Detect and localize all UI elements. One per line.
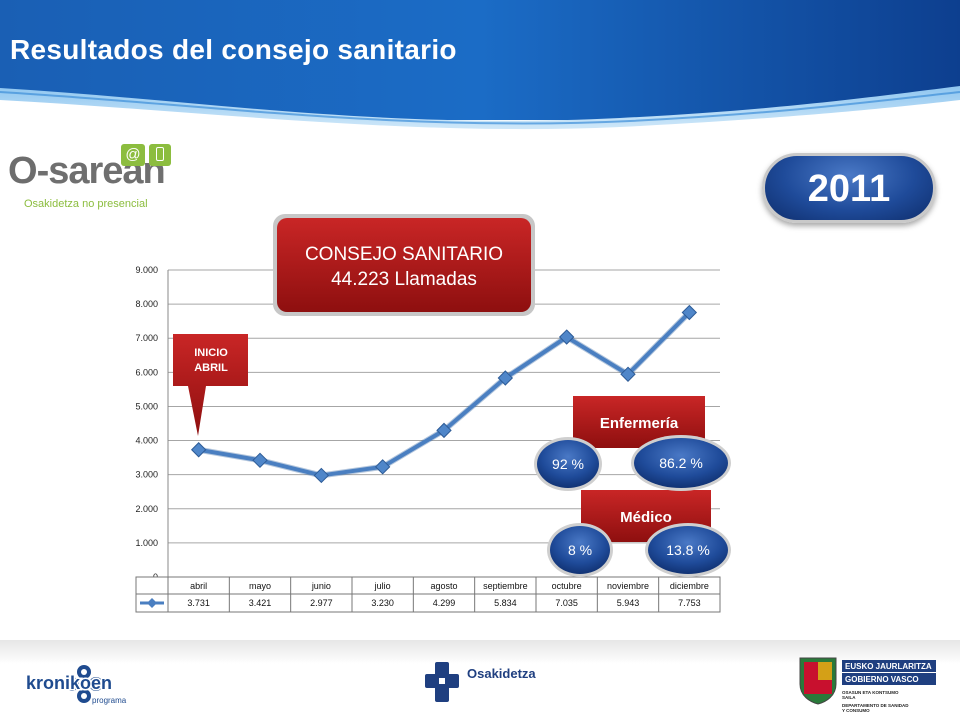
x-category-label: septiembre [483, 581, 528, 591]
series-line-shadow [198, 310, 692, 479]
consejo-sanitario-callout: CONSEJO SANITARIO 44.223 Llamadas [273, 214, 535, 316]
x-category-label: abril [190, 581, 207, 591]
enfermeria-label: Enfermería [600, 415, 679, 432]
data-point [313, 467, 330, 484]
table-value: 7.753 [678, 598, 701, 608]
osakidetza-logo: Osakidetza [425, 662, 536, 702]
osarean-logo-text: O-sarean [8, 150, 166, 192]
chart-area [122, 255, 722, 617]
svg-text:92 %: 92 % [552, 456, 584, 472]
osakidetza-name: Osakidetza [467, 666, 536, 681]
legend-marker [147, 598, 157, 608]
data-point [558, 329, 575, 345]
table-value: 4.299 [433, 598, 456, 608]
y-tick-label: 3.000 [135, 470, 158, 480]
x-category-label: julio [374, 581, 391, 591]
inicio-abril-callout: INICIO ABRIL [173, 334, 248, 436]
osakidetza-cross-icon [425, 662, 459, 702]
eusko-jaurlaritza-logo: EUSKO JAURLARITZA GOBIERNO VASCO OSASUN … [799, 657, 936, 713]
page-title: Resultados del consejo sanitario [10, 34, 457, 65]
kronikoen-logo: kronikoen programa [26, 665, 127, 705]
enfermeria-medico-pill-92: 92 % [534, 437, 602, 491]
kronikoen-sub: programa [92, 696, 127, 705]
table-value: 5.834 [494, 598, 517, 608]
table-value: 7.035 [555, 598, 578, 608]
data-table [135, 576, 721, 613]
y-tick-label: 8.000 [135, 299, 158, 309]
coat-of-arms-icon [799, 657, 837, 705]
x-category-label: octubre [552, 581, 582, 591]
svg-text:86.2 %: 86.2 % [659, 455, 703, 471]
consejo-title: CONSEJO SANITARIO [305, 244, 503, 265]
enfermeria-pill-86: 86.2 % [631, 435, 731, 491]
header-banner [0, 0, 960, 140]
table-value: 3.421 [249, 598, 272, 608]
table-value: 3.731 [187, 598, 210, 608]
y-tick-label: 1.000 [135, 538, 158, 548]
y-tick-label: 6.000 [135, 367, 158, 377]
inicio-label-2: ABRIL [194, 362, 228, 374]
eusko-line1: EUSKO JAURLARITZA [845, 662, 932, 671]
eusko-small4: Y CONSUMO [842, 708, 870, 713]
svg-text:8 %: 8 % [568, 542, 592, 558]
data-point [497, 370, 514, 386]
x-category-label: noviembre [607, 581, 649, 591]
eusko-line2: GOBIERNO VASCO [845, 675, 919, 684]
y-tick-label: 5.000 [135, 401, 158, 411]
data-point [190, 442, 207, 458]
data-point [620, 366, 636, 382]
svg-text:13.8 %: 13.8 % [666, 542, 710, 558]
year-badge: 2011 [762, 153, 936, 223]
medico-pill-13: 13.8 % [645, 523, 731, 577]
medico-pill-8: 8 % [547, 523, 613, 577]
eusko-small3: DEPARTAMENTO DE SANIDAD [842, 703, 909, 708]
y-tick-label: 7.000 [135, 333, 158, 343]
osarean-logo: O-sarean @ Osakidetza no presencial [6, 132, 178, 212]
data-point [436, 422, 452, 439]
series-line [198, 311, 691, 478]
data-point [252, 452, 268, 469]
eusko-small2: SAILA [842, 695, 856, 700]
kronikoen-name: kronikoen [26, 673, 112, 693]
y-tick-label: 9.000 [135, 265, 158, 275]
table-value: 3.230 [371, 598, 394, 608]
x-category-label: agosto [430, 581, 457, 591]
inicio-label-1: INICIO [194, 347, 228, 359]
table-value: 5.943 [617, 598, 640, 608]
x-category-label: junio [311, 581, 331, 591]
medico-label: Médico [620, 509, 672, 526]
table-value: 2.977 [310, 598, 333, 608]
at-icon: @ [121, 144, 145, 166]
consejo-calls: 44.223 Llamadas [331, 269, 477, 290]
y-tick-label: 4.000 [135, 436, 158, 446]
data-point [681, 304, 698, 321]
y-tick-label: 2.000 [135, 504, 158, 514]
enfermeria-box: Enfermería [573, 396, 705, 448]
x-category-label: diciembre [670, 581, 709, 591]
medico-box: Médico [581, 490, 711, 542]
osarean-subtitle: Osakidetza no presencial [24, 198, 148, 210]
eusko-small1: OSASUN ETA KONTSUMO [842, 690, 899, 695]
data-point [374, 459, 391, 475]
x-category-label: mayo [249, 581, 271, 591]
mobile-phone-icon [149, 144, 171, 166]
y-tick-label: 0 [153, 572, 158, 582]
